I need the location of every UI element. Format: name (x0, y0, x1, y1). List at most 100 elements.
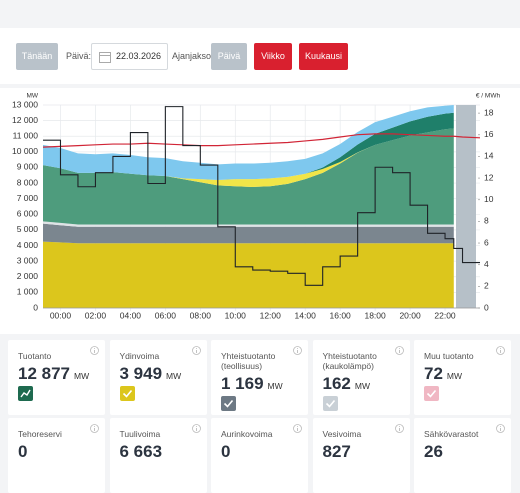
card-value: 12 877 MW (18, 364, 89, 384)
y-tick-label: 2 000 (17, 271, 39, 281)
card-number: 162 (322, 374, 351, 393)
card-icon-glyph (20, 389, 31, 398)
y-tick-label: 13 000 (12, 99, 38, 109)
card-number: 72 (424, 364, 443, 383)
card-label: Vesivoima (322, 429, 362, 439)
card-label: Ydinvoima (119, 351, 160, 361)
y-tick-label: 12 000 (12, 115, 38, 125)
card-icon-glyph (325, 399, 335, 408)
info-icon[interactable] (293, 346, 302, 355)
card-number: 0 (221, 442, 231, 461)
card-unit: MW (354, 381, 370, 391)
card-icon (424, 386, 439, 401)
y-tick-label: 0 (33, 302, 38, 312)
card-unit: MW (166, 371, 182, 381)
stat-card: Tuulivoima 6 663 (109, 418, 207, 493)
x-tick-label: 04:00 (120, 310, 142, 320)
period-day-button[interactable]: Päivä (211, 43, 247, 70)
y2-tick-label: 0 (484, 302, 489, 312)
stacked-area (43, 128, 454, 225)
card-value: 72 MW (424, 364, 462, 384)
y2-tick-label: 6 (484, 237, 489, 247)
period-label: Ajanjakso: (172, 51, 214, 61)
info-icon[interactable] (90, 424, 99, 433)
card-label: Tuotanto (18, 351, 52, 361)
info-icon[interactable] (394, 424, 404, 433)
stat-card: Sähkövarastot 26 (414, 418, 511, 493)
card-icon (221, 396, 236, 411)
price-line (43, 106, 480, 286)
card-label: Tuulivoima (119, 429, 161, 439)
card-icon (119, 386, 135, 401)
y2-tick-label: 12 (484, 172, 494, 182)
y-tick-label: 11 000 (13, 130, 39, 140)
card-value: 162 MW (323, 374, 370, 394)
card-label: Yhteistuotanto (teollisuus) (221, 351, 276, 371)
stat-card: Aurinkovoima 0 (211, 418, 308, 493)
period-month-button[interactable]: Kuukausi (299, 43, 348, 70)
stat-card: Yhteistuotanto (kaukolämpö) 162 MW (312, 340, 410, 415)
info-icon[interactable] (90, 346, 99, 355)
card-value: 6 663 (120, 442, 163, 462)
info-icon[interactable] (394, 346, 404, 355)
card-label: Muu tuotanto (424, 351, 474, 361)
info-icon[interactable] (293, 424, 302, 433)
y2-tick-label: 8 (484, 216, 489, 226)
card-icon (18, 386, 33, 401)
card-number: 0 (18, 442, 28, 461)
date-value: 22.03.2026 (116, 51, 162, 61)
y-tick-label: 1 000 (17, 287, 39, 297)
consumption-line (42, 133, 481, 148)
forecast-band (456, 105, 476, 308)
info-icon[interactable] (191, 424, 201, 433)
card-number: 6 663 (119, 442, 163, 461)
y2-tick-label: 16 (484, 129, 494, 139)
stacked-area (43, 105, 454, 180)
card-unit: MW (267, 381, 283, 391)
card-icon (322, 396, 338, 411)
card-number: 827 (322, 442, 351, 461)
card-number: 12 877 (18, 364, 70, 383)
date-input[interactable]: 22.03.2026 (91, 43, 168, 70)
page: {"controls": {"today": "Tänään", "day_la… (0, 28, 520, 493)
card-label: Yhteistuotanto (kaukolämpö) (322, 351, 377, 371)
x-tick-label: 22:00 (434, 310, 456, 320)
x-tick-label: 20:00 (399, 310, 421, 320)
y2-tick-label: 2 (484, 281, 489, 291)
info-icon[interactable] (496, 424, 505, 433)
card-value: 827 (323, 442, 351, 462)
period-week-button[interactable]: Viikko (254, 43, 292, 70)
y2-tick-label: 14 (484, 151, 494, 161)
card-icon-glyph (122, 389, 132, 398)
y-tick-label: 10 000 (12, 146, 38, 156)
card-number: 1 169 (221, 374, 264, 393)
x-tick-label: 14:00 (295, 310, 317, 320)
stat-card: Yhteistuotanto (teollisuus) 1 169 MW (211, 340, 308, 415)
y-tick-label: 3 000 (17, 255, 39, 265)
y2-tick-label: 10 (484, 194, 494, 204)
stat-card: Vesivoima 827 (312, 418, 410, 493)
card-label: Sähkövarastot (424, 429, 479, 439)
y2-tick-label: 18 (484, 107, 494, 117)
stacked-area (43, 221, 454, 227)
card-label: Tehoreservi (18, 429, 62, 439)
info-icon[interactable] (496, 346, 505, 355)
card-value: 1 169 MW (221, 374, 283, 394)
x-tick-label: 16:00 (330, 310, 352, 320)
y2-axis-unit: € / MWh (476, 93, 501, 100)
card-icon-glyph (426, 389, 437, 398)
y-tick-label: 8 000 (17, 177, 39, 187)
x-tick-label: 02:00 (85, 310, 107, 320)
info-icon[interactable] (191, 346, 201, 355)
card-value: 0 (221, 442, 230, 462)
today-button[interactable]: Tänään (16, 43, 58, 70)
y-tick-label: 7 000 (17, 193, 39, 203)
x-tick-label: 12:00 (260, 310, 282, 320)
card-value: 3 949 MW (120, 364, 182, 384)
stat-card: Ydinvoima 3 949 MW (109, 340, 207, 415)
x-tick-label: 18:00 (364, 310, 386, 320)
day-label: Päivä: (66, 51, 92, 61)
card-label: Aurinkovoima (221, 429, 273, 439)
stat-card: Tuotanto 12 877 MW (8, 340, 105, 415)
stacked-area (43, 241, 454, 308)
